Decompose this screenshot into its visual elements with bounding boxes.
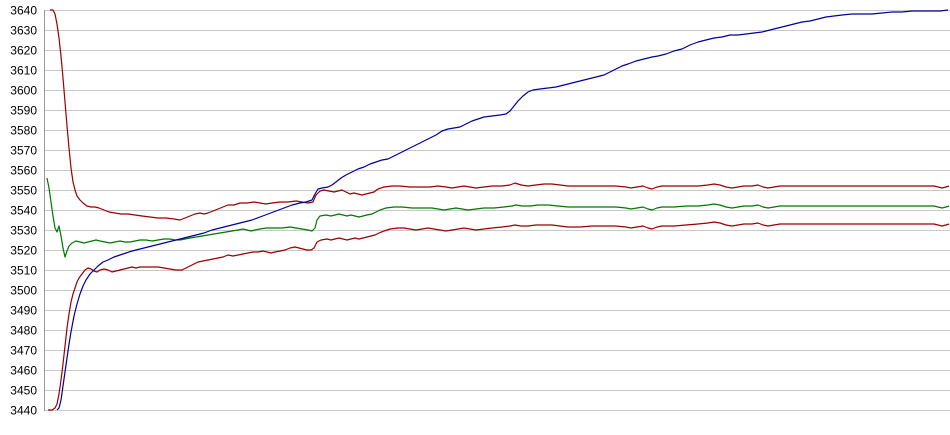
y-axis-tick-label: 3620 <box>10 44 37 58</box>
y-axis-tick-label: 3440 <box>10 404 37 418</box>
y-axis-tick-label: 3450 <box>10 384 37 398</box>
y-axis-tick-label: 3580 <box>10 124 37 138</box>
y-axis-tick-label: 3470 <box>10 344 37 358</box>
y-axis-tick-label: 3460 <box>10 364 37 378</box>
y-axis-tick-label: 3490 <box>10 304 37 318</box>
y-axis-tick-label: 3540 <box>10 204 37 218</box>
y-axis-tick-label: 3590 <box>10 104 37 118</box>
y-axis-tick-label: 3560 <box>10 164 37 178</box>
y-axis-tick-label: 3520 <box>10 244 37 258</box>
y-axis-tick-label: 3610 <box>10 64 37 78</box>
y-axis-tick-label: 3630 <box>10 24 37 38</box>
y-axis-tick-label: 3600 <box>10 84 37 98</box>
y-axis-tick-label: 3640 <box>10 4 37 18</box>
main-line-series <box>56 9 949 411</box>
y-axis-tick-label: 3500 <box>10 284 37 298</box>
upper-band-series <box>50 9 950 221</box>
y-axis-tick-label: 3510 <box>10 264 37 278</box>
mid-line-series <box>46 177 950 258</box>
y-axis-tick-label: 3570 <box>10 144 37 158</box>
y-axis-tick-label: 3480 <box>10 324 37 338</box>
y-axis-tick-label: 3530 <box>10 224 37 238</box>
lower-band-series <box>48 221 950 411</box>
y-axis-tick-label: 3550 <box>10 184 37 198</box>
